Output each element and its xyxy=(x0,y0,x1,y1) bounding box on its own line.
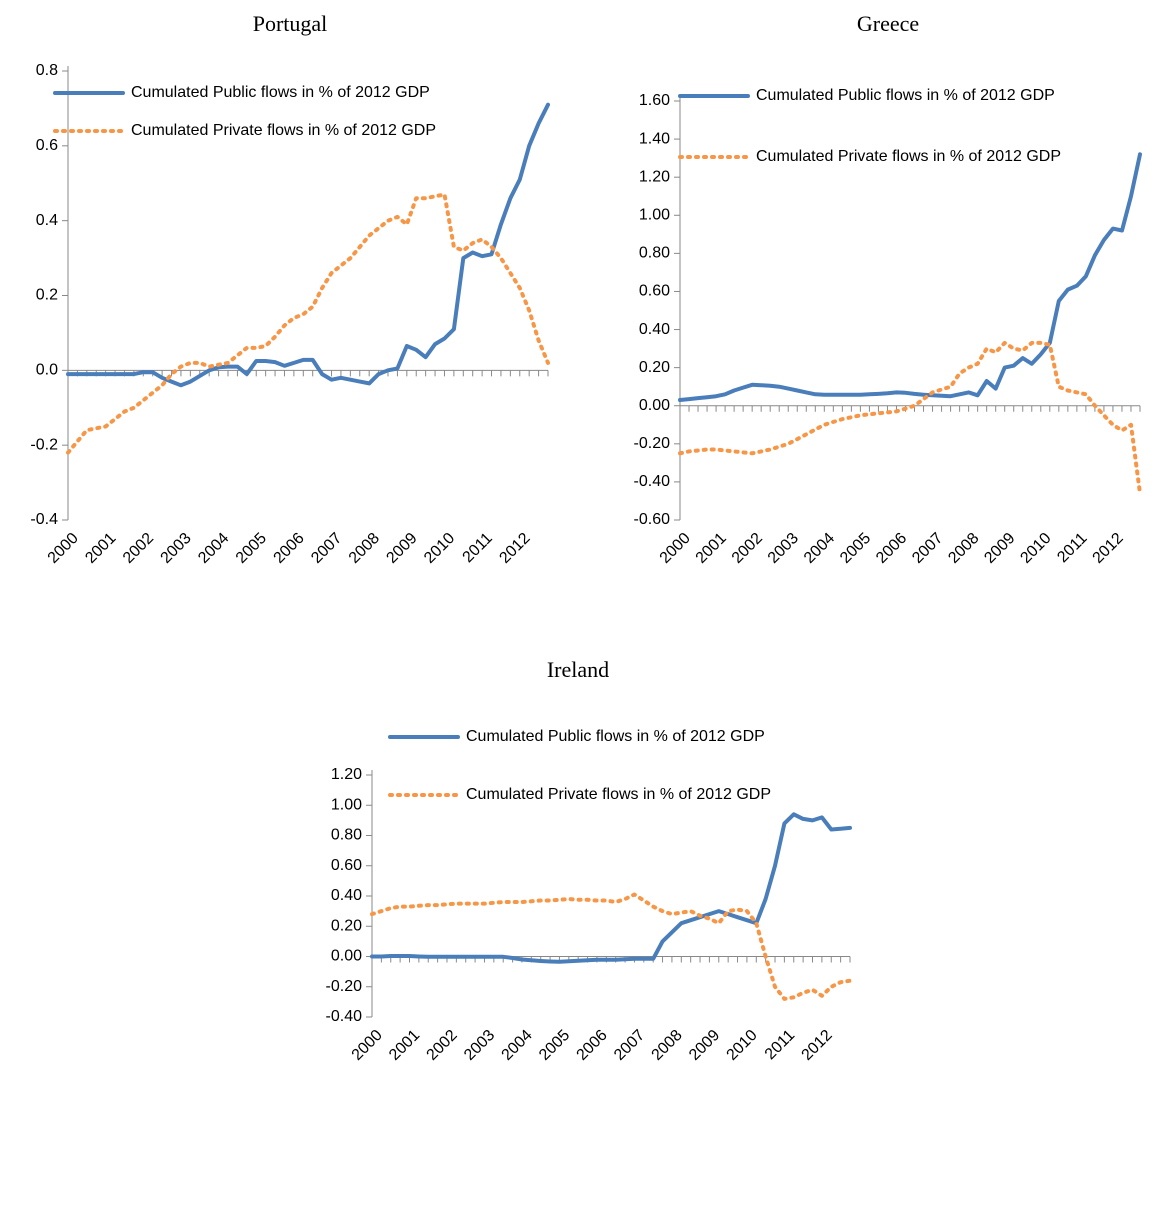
legend-label: Cumulated Private flows in % of 2012 GDP xyxy=(466,786,771,803)
series-line xyxy=(678,152,1142,402)
y-tick-label: 1.00 xyxy=(331,796,362,813)
y-tick-label: 1.60 xyxy=(639,92,670,109)
y-tick-label: 1.20 xyxy=(331,766,362,783)
x-tick-label: 2002 xyxy=(729,530,766,567)
x-tick-label: 2011 xyxy=(460,530,496,566)
y-tick-label: -0.4 xyxy=(30,511,58,528)
y-tick-label: 0.40 xyxy=(331,887,362,904)
x-tick-label: 2003 xyxy=(765,530,802,567)
x-tick-label: 2004 xyxy=(801,530,838,567)
y-tick-label: 0.20 xyxy=(639,359,670,376)
x-tick-label: 2005 xyxy=(536,1027,573,1064)
y-tick-label: 0.20 xyxy=(331,917,362,934)
series-line xyxy=(370,812,852,964)
x-tick-label: 2012 xyxy=(1090,530,1127,567)
x-tick-label: 2005 xyxy=(837,530,874,567)
y-tick-label: -0.2 xyxy=(30,436,58,453)
series-line xyxy=(66,102,550,388)
x-tick-label: 2008 xyxy=(945,530,982,567)
x-tick-label: 2007 xyxy=(308,530,345,567)
x-tick-label: 2011 xyxy=(1054,530,1090,566)
x-tick-label: 2010 xyxy=(1017,530,1054,567)
x-tick-label: 2006 xyxy=(271,530,308,567)
series-line xyxy=(66,192,550,455)
series-line xyxy=(678,340,1142,496)
legend-label: Cumulated Private flows in % of 2012 GDP xyxy=(131,122,436,139)
y-tick-label: 0.8 xyxy=(36,62,58,79)
chart-title: Ireland xyxy=(547,657,609,682)
y-tick-label: -0.40 xyxy=(634,473,671,490)
x-tick-label: 2009 xyxy=(383,530,420,567)
x-tick-label: 2000 xyxy=(349,1027,386,1064)
legend-label: Cumulated Public flows in % of 2012 GDP xyxy=(466,728,765,745)
y-tick-label: -0.40 xyxy=(326,1008,363,1025)
x-tick-label: 2009 xyxy=(686,1027,723,1064)
x-tick-label: 2006 xyxy=(574,1027,611,1064)
legend-label: Cumulated Public flows in % of 2012 GDP xyxy=(756,87,1055,104)
y-tick-label: 0.80 xyxy=(331,827,362,844)
x-tick-label: 2007 xyxy=(611,1027,648,1064)
x-tick-label: 2003 xyxy=(158,530,195,567)
chart-title: Greece xyxy=(857,11,919,36)
x-tick-label: 2008 xyxy=(649,1027,686,1064)
y-tick-label: 0.60 xyxy=(331,857,362,874)
x-tick-label: 2012 xyxy=(496,530,533,567)
x-tick-label: 2002 xyxy=(424,1027,461,1064)
x-tick-label: 2000 xyxy=(657,530,694,567)
x-tick-label: 2001 xyxy=(693,530,730,567)
y-tick-label: 0.00 xyxy=(639,397,670,414)
legend-label: Cumulated Public flows in % of 2012 GDP xyxy=(131,84,430,101)
x-tick-label: 2008 xyxy=(346,530,383,567)
x-tick-label: 2009 xyxy=(981,530,1018,567)
y-tick-label: 0.00 xyxy=(331,948,362,965)
x-tick-label: 2005 xyxy=(233,530,270,567)
x-tick-label: 2004 xyxy=(195,530,232,567)
x-tick-label: 2002 xyxy=(120,530,157,567)
series-line xyxy=(370,892,852,1001)
y-tick-label: 1.00 xyxy=(639,206,670,223)
chart-title: Portugal xyxy=(253,11,328,36)
x-tick-label: 2011 xyxy=(762,1027,798,1063)
y-tick-label: 1.40 xyxy=(639,130,670,147)
y-tick-label: 0.80 xyxy=(639,245,670,262)
y-tick-label: 0.60 xyxy=(639,283,670,300)
y-tick-label: 1.20 xyxy=(639,168,670,185)
x-tick-label: 2001 xyxy=(82,530,119,567)
y-tick-label: -0.60 xyxy=(634,511,671,528)
y-tick-label: 0.0 xyxy=(36,362,58,379)
y-tick-label: -0.20 xyxy=(326,978,363,995)
y-tick-label: 0.40 xyxy=(639,321,670,338)
y-tick-label: 0.4 xyxy=(36,212,58,229)
x-tick-label: 2006 xyxy=(873,530,910,567)
x-tick-label: 2010 xyxy=(724,1027,761,1064)
x-tick-label: 2010 xyxy=(421,530,458,567)
x-tick-label: 2001 xyxy=(386,1027,423,1064)
x-tick-label: 2000 xyxy=(45,530,82,567)
x-tick-label: 2012 xyxy=(799,1027,836,1064)
y-tick-label: 0.2 xyxy=(36,287,58,304)
legend-label: Cumulated Private flows in % of 2012 GDP xyxy=(756,148,1061,165)
y-tick-label: -0.20 xyxy=(634,435,671,452)
x-tick-label: 2007 xyxy=(909,530,946,567)
x-tick-label: 2004 xyxy=(499,1027,536,1064)
y-tick-label: 0.6 xyxy=(36,137,58,154)
x-tick-label: 2003 xyxy=(461,1027,498,1064)
